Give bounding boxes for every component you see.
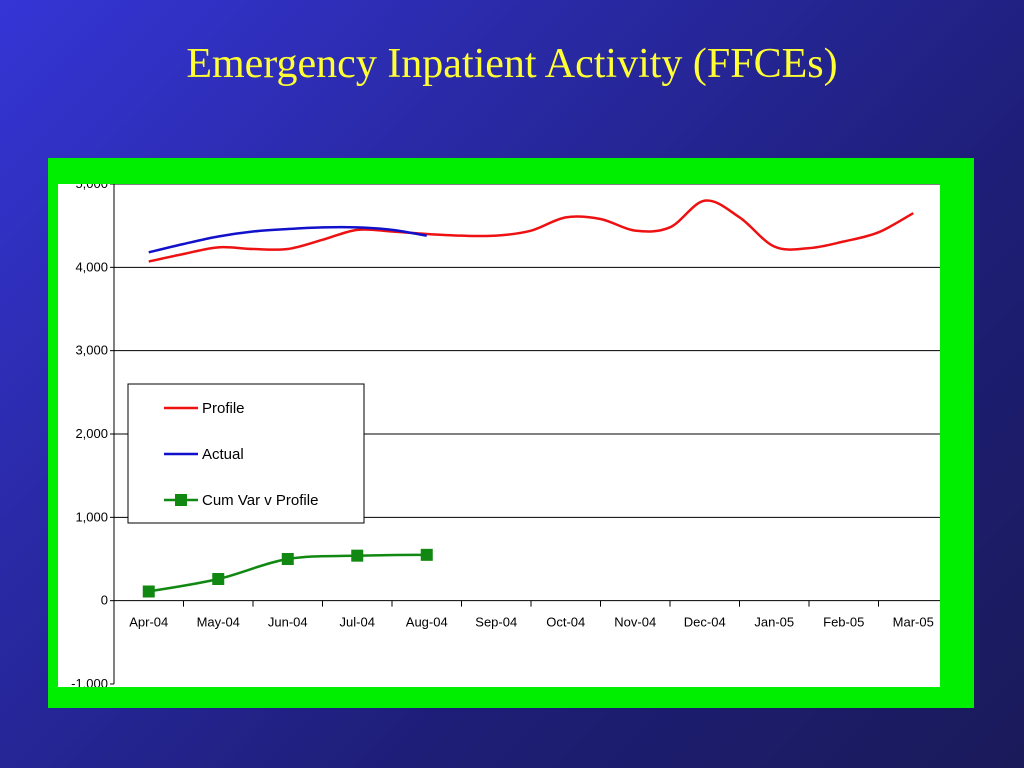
x-tick-label: Jul-04 (340, 615, 375, 630)
line-chart: -1,000 0 1,000 2,000 3,000 4,000 5,000 Apr-04 Ma… (71, 184, 940, 687)
profile-line (148, 199, 914, 263)
x-tick-label: May-04 (197, 615, 240, 630)
y-tick-label: -1,000 (71, 676, 108, 687)
x-tick-label: Sep-04 (475, 615, 517, 630)
cum-var-v-profile-point (142, 585, 155, 598)
y-tick-label: 3,000 (75, 343, 108, 358)
x-tick-label: Mar-05 (893, 615, 934, 630)
x-tick-label: Aug-04 (406, 615, 448, 630)
y-tick-label: 0 (101, 593, 108, 608)
legend-label-cum-var-v-profile: Cum Var v Profile (202, 492, 318, 509)
legend-marker-cum-var-v-profile (175, 494, 187, 506)
actual-line (148, 225, 427, 254)
x-tick-label: Dec-04 (684, 615, 726, 630)
cum-var-v-profile-point (420, 548, 433, 561)
x-tick-label: Oct-04 (546, 615, 585, 630)
cum-var-v-profile-point (351, 549, 364, 562)
legend-label-actual: Actual (202, 446, 244, 463)
y-tick-label: 1,000 (75, 509, 108, 524)
slide-title: Emergency Inpatient Activity (FFCEs) (186, 41, 838, 87)
cum-var-v-profile-point (281, 553, 294, 565)
legend-label-profile: Profile (202, 400, 245, 417)
cum-var-v-profile-point (212, 573, 225, 585)
x-tick-label: Jun-04 (268, 615, 308, 630)
x-tick-label: Feb-05 (823, 615, 864, 630)
x-tick-label: Nov-04 (614, 615, 656, 630)
y-tick-label: 5,000 (75, 184, 108, 191)
x-tick-label: Jan-05 (754, 615, 794, 630)
chart-frame: -1,000 0 1,000 2,000 3,000 4,000 5,000 Apr-04 Ma… (48, 158, 974, 708)
y-tick-label: 2,000 (75, 426, 108, 441)
x-tick-label: Apr-04 (129, 615, 168, 630)
y-tick-label: 4,000 (75, 259, 108, 274)
chart-area: -1,000 0 1,000 2,000 3,000 4,000 5,000 Apr-04 Ma… (58, 184, 940, 687)
